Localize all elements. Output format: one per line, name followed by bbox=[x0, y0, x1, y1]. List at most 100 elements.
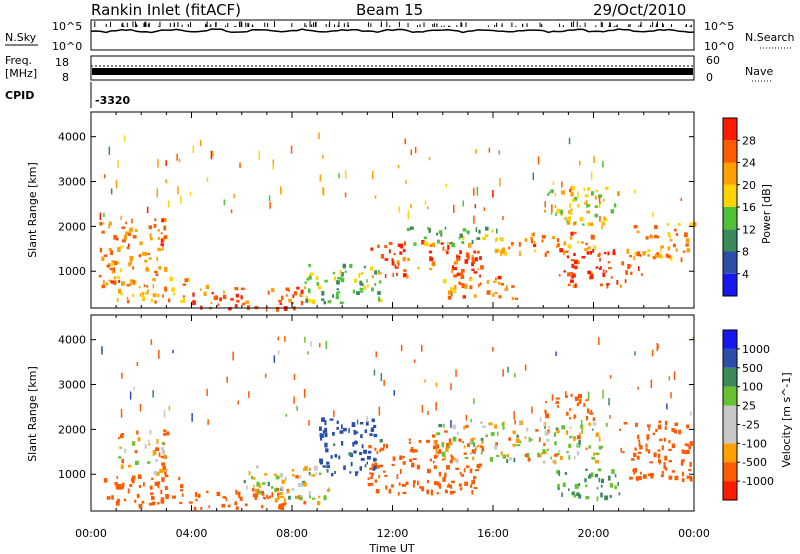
heatmap-cell bbox=[571, 276, 574, 279]
heatmap-cell bbox=[118, 436, 120, 440]
heatmap-cell bbox=[561, 181, 563, 188]
heatmap-cell bbox=[665, 253, 669, 258]
heatmap-cell bbox=[143, 284, 146, 288]
heatmap-cell bbox=[421, 240, 425, 245]
heatmap-cell bbox=[585, 200, 588, 204]
heatmap-cell bbox=[448, 438, 452, 444]
heatmap-cell bbox=[157, 159, 159, 168]
heatmap-cell bbox=[319, 472, 322, 475]
heatmap-cell bbox=[141, 292, 144, 295]
heatmap-cell bbox=[155, 273, 159, 277]
heatmap-cell bbox=[169, 276, 174, 282]
heatmap-cell bbox=[453, 267, 457, 271]
heatmap-cell bbox=[279, 302, 283, 305]
heatmap-cell bbox=[121, 482, 125, 487]
heatmap-cell bbox=[380, 254, 385, 259]
heatmap-cell bbox=[348, 428, 350, 434]
heatmap-cell bbox=[607, 251, 610, 256]
heatmap-cell bbox=[639, 254, 642, 257]
heatmap-cell bbox=[121, 372, 123, 379]
heatmap-cell bbox=[613, 248, 615, 253]
heatmap-cell bbox=[155, 471, 160, 476]
heatmap-cell bbox=[476, 444, 480, 448]
heatmap-cell bbox=[450, 456, 454, 460]
heatmap-cell bbox=[305, 295, 308, 300]
heatmap-cell bbox=[342, 427, 347, 432]
heatmap-cell bbox=[578, 400, 582, 404]
heatmap-cell bbox=[636, 251, 641, 257]
heatmap-cell bbox=[512, 430, 516, 435]
heatmap-cell bbox=[446, 250, 449, 255]
heatmap-cell bbox=[572, 273, 575, 278]
heatmap-cell bbox=[593, 245, 597, 250]
heatmap-cell bbox=[134, 450, 138, 454]
heatmap-cell bbox=[359, 422, 364, 425]
heatmap-cell bbox=[148, 257, 152, 260]
time-tick-label: 00:00 bbox=[75, 527, 107, 540]
heatmap-cell bbox=[568, 137, 571, 145]
heatmap-cell bbox=[469, 285, 473, 290]
heatmap-cell bbox=[590, 472, 594, 478]
heatmap-cell bbox=[161, 449, 166, 454]
heatmap-cell bbox=[557, 487, 560, 491]
heatmap-cell bbox=[654, 224, 658, 230]
heatmap-cell bbox=[192, 292, 195, 297]
heatmap-cell bbox=[139, 404, 142, 412]
heatmap-cell bbox=[214, 295, 219, 301]
heatmap-cell bbox=[138, 254, 142, 258]
heatmap-cell bbox=[599, 266, 602, 270]
heatmap-cell bbox=[470, 484, 473, 488]
heatmap-cell bbox=[152, 450, 157, 455]
heatmap-cell bbox=[308, 298, 311, 303]
heatmap-cell bbox=[200, 507, 203, 510]
heatmap-cell bbox=[322, 430, 326, 434]
heatmap-cell bbox=[191, 413, 193, 422]
heatmap-cell bbox=[335, 296, 339, 300]
heatmap-cell bbox=[240, 295, 243, 300]
heatmap-cell bbox=[336, 426, 339, 430]
heatmap-cell bbox=[539, 417, 542, 422]
heatmap-cell bbox=[449, 490, 454, 495]
heatmap-cell bbox=[413, 482, 415, 488]
colorbar-frame bbox=[722, 329, 738, 501]
heatmap-cell bbox=[559, 455, 563, 460]
heatmap-cell bbox=[336, 288, 339, 291]
heatmap-cell bbox=[574, 265, 578, 270]
heatmap-cell bbox=[455, 259, 458, 265]
heatmap-cell bbox=[513, 457, 516, 463]
heatmap-cell bbox=[403, 269, 407, 272]
heatmap-cell bbox=[445, 447, 449, 452]
heatmap-cell bbox=[508, 437, 512, 441]
heatmap-cell bbox=[497, 275, 502, 280]
heatmap-cell bbox=[623, 422, 628, 425]
heatmap-cell bbox=[670, 255, 673, 261]
heatmap-cell bbox=[472, 456, 475, 461]
heatmap-cell bbox=[444, 430, 448, 433]
heatmap-cell bbox=[151, 477, 154, 481]
heatmap-cell bbox=[612, 250, 616, 256]
heatmap-cell bbox=[252, 476, 256, 480]
heatmap-cell bbox=[671, 470, 675, 473]
heatmap-cell bbox=[469, 441, 472, 444]
heatmap-cell bbox=[376, 451, 379, 454]
heatmap-cell bbox=[336, 291, 341, 294]
heatmap-cell bbox=[430, 490, 433, 496]
heatmap-cell bbox=[477, 268, 479, 271]
colorbar-swatch bbox=[723, 118, 737, 141]
heatmap-cell bbox=[583, 187, 586, 191]
heatmap-cell bbox=[319, 433, 322, 438]
heatmap-cell bbox=[598, 477, 601, 483]
heatmap-cell bbox=[108, 224, 111, 229]
heatmap-cell bbox=[585, 484, 588, 488]
heatmap-cell bbox=[147, 252, 151, 255]
heatmap-cell bbox=[332, 294, 335, 298]
heatmap-cell bbox=[486, 290, 491, 295]
heatmap-cell bbox=[322, 465, 326, 468]
heatmap-cell bbox=[606, 283, 610, 286]
heatmap-cell bbox=[479, 421, 483, 424]
heatmap-cell bbox=[541, 235, 546, 239]
heatmap-cell bbox=[113, 276, 116, 280]
power-x-axis bbox=[90, 112, 695, 308]
heatmap-cell bbox=[321, 433, 324, 438]
heatmap-cell bbox=[473, 271, 478, 274]
